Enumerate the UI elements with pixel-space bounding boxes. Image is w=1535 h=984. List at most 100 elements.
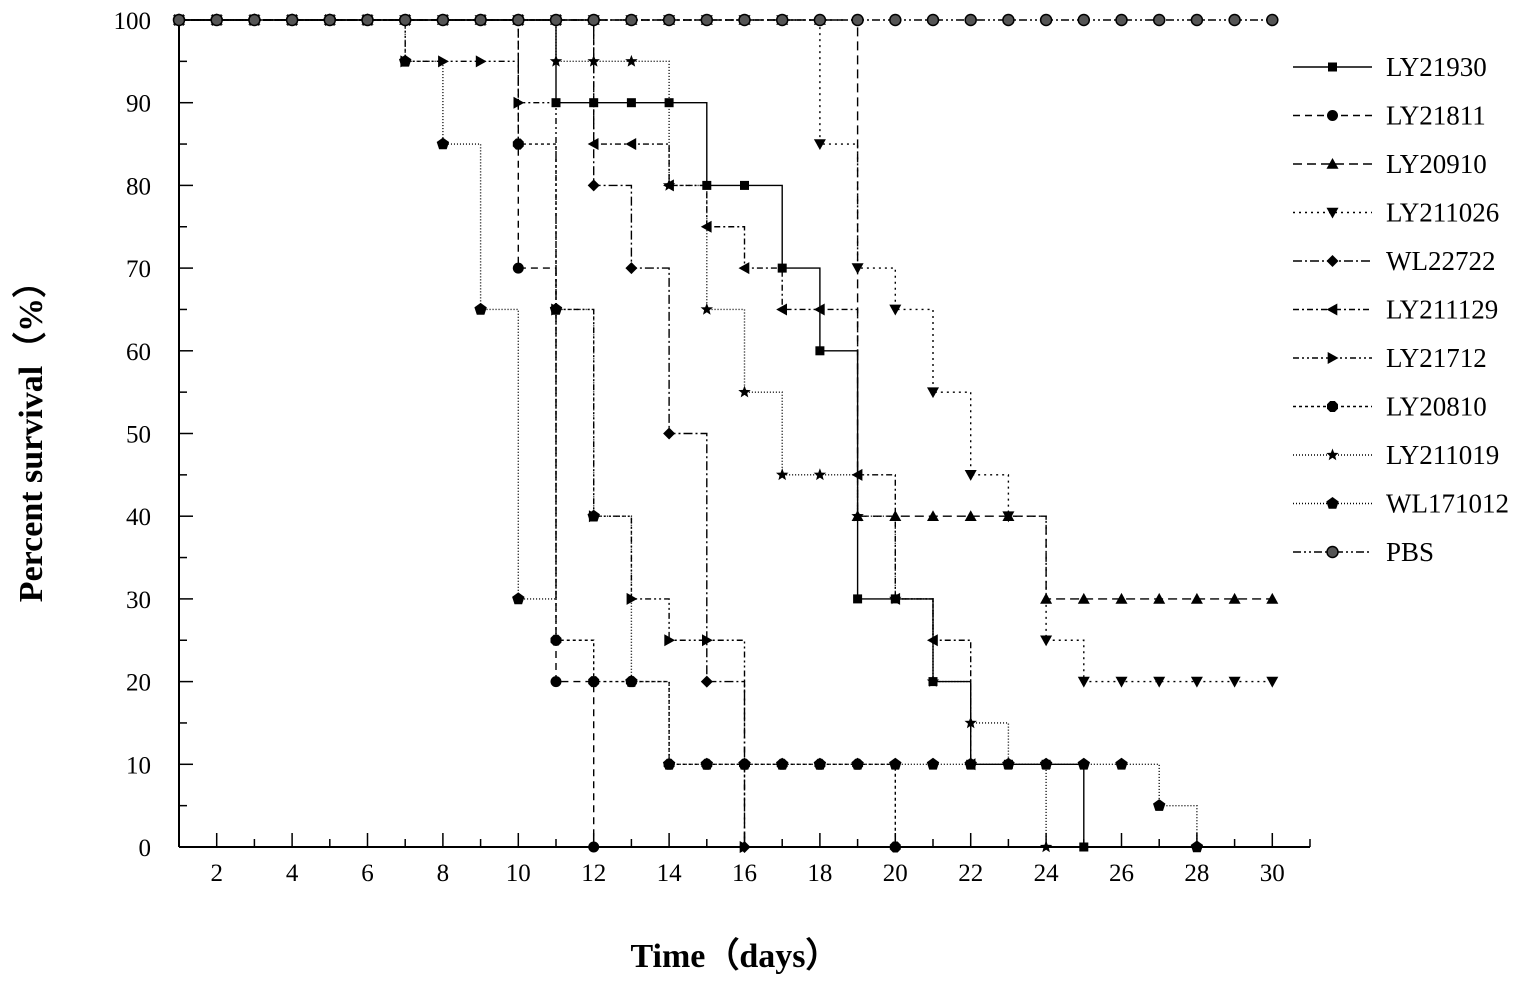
series-line (179, 19, 972, 765)
data-point (1228, 13, 1241, 27)
y-tick-label: 70 (126, 256, 151, 283)
data-point (399, 54, 412, 67)
data-point (1266, 13, 1279, 27)
data-point (549, 302, 563, 315)
data-point (851, 468, 863, 481)
axes: 2 4 6 8 10 12 14 16 18 20 22 24 26 28 3001020304050607… (114, 8, 1311, 887)
legend-label: LY21712 (1386, 343, 1487, 373)
data-point (438, 55, 449, 68)
data-point (777, 263, 787, 273)
data-point (1077, 676, 1090, 688)
data-point (926, 13, 940, 27)
data-point (738, 262, 750, 275)
legend-item: LY211129 (1293, 295, 1498, 325)
data-point (1039, 840, 1053, 853)
x-tick-label: 14 (657, 860, 683, 887)
x-tick-label: 10 (506, 860, 531, 887)
data-point (738, 13, 751, 27)
legend-item: LY20910 (1293, 149, 1487, 179)
data-point (889, 592, 902, 605)
data-point (587, 138, 599, 151)
x-tick-label: 18 (807, 860, 832, 887)
data-point (776, 757, 789, 770)
data-point (1115, 757, 1128, 770)
data-point (664, 634, 676, 647)
data-point (664, 98, 674, 108)
x-tick-label: 16 (732, 860, 757, 887)
legend-label: LY211026 (1386, 198, 1499, 228)
y-tick-label: 100 (114, 8, 152, 35)
legend-label: LY21811 (1386, 101, 1486, 131)
data-point (625, 675, 638, 687)
data-point (512, 592, 525, 605)
y-tick-label: 90 (126, 91, 151, 118)
data-point (587, 179, 600, 192)
data-point (700, 302, 713, 315)
legend: LY21930 LY21811 LY20910 LY211026 WL22722 LY21… (1293, 52, 1509, 567)
data-point (625, 54, 638, 67)
data-point (1115, 13, 1128, 27)
data-point (436, 13, 450, 27)
data-point (775, 13, 789, 27)
series-ly211129 (173, 14, 976, 771)
data-point (588, 841, 600, 853)
data-point (1039, 757, 1053, 770)
data-point (662, 178, 676, 191)
data-point (851, 757, 864, 770)
data-point (1190, 840, 1204, 853)
legend-item: LY211019 (1293, 440, 1499, 470)
legend-label: LY211129 (1386, 295, 1498, 325)
legend-item: WL171012 (1293, 489, 1509, 519)
y-tick-label: 40 (126, 504, 151, 531)
legend-marker (1326, 207, 1339, 219)
data-point (626, 592, 638, 605)
data-point (700, 757, 713, 770)
legend-item: LY20810 (1293, 392, 1487, 422)
x-tick-label: 26 (1109, 860, 1134, 887)
data-point (813, 139, 826, 151)
legend-marker (1326, 303, 1338, 316)
data-point (853, 594, 863, 604)
data-point (851, 13, 864, 27)
data-point (662, 13, 676, 27)
data-point (663, 427, 676, 440)
y-tick-label: 50 (126, 422, 151, 449)
data-point (1228, 592, 1241, 604)
data-point (587, 509, 600, 522)
x-tick-label: 24 (1034, 860, 1060, 887)
legend-marker (1328, 62, 1337, 72)
legend-marker (1326, 255, 1339, 267)
data-point (474, 302, 487, 315)
legend-label: PBS (1386, 537, 1434, 567)
legend-item: LY211026 (1293, 198, 1499, 228)
data-point (700, 675, 713, 688)
series-line (179, 19, 1047, 847)
legend-label: LY21930 (1386, 52, 1487, 82)
legend-label: LY20810 (1386, 392, 1487, 422)
legend-marker (1327, 401, 1338, 412)
data-point (587, 54, 600, 67)
series-ly211026 (173, 15, 1279, 688)
data-point (475, 55, 487, 68)
data-point (625, 262, 638, 275)
data-point (1115, 676, 1128, 688)
data-point (1190, 676, 1203, 688)
data-point (172, 13, 186, 27)
series-wl22722 (173, 14, 751, 853)
x-tick-label: 2 (210, 860, 223, 887)
series-ly20910 (173, 14, 1279, 604)
x-tick-label: 4 (286, 860, 299, 887)
data-point (964, 757, 977, 770)
data-point (474, 13, 487, 27)
series-line (179, 19, 1198, 847)
series-ly211019 (172, 13, 1053, 853)
data-point (285, 13, 299, 27)
legend-label: WL171012 (1386, 489, 1509, 519)
data-point (926, 757, 940, 770)
data-point (625, 13, 638, 27)
legend-label: LY20910 (1386, 149, 1487, 179)
data-point (662, 757, 676, 770)
data-point (512, 262, 524, 274)
data-point (1077, 757, 1090, 770)
